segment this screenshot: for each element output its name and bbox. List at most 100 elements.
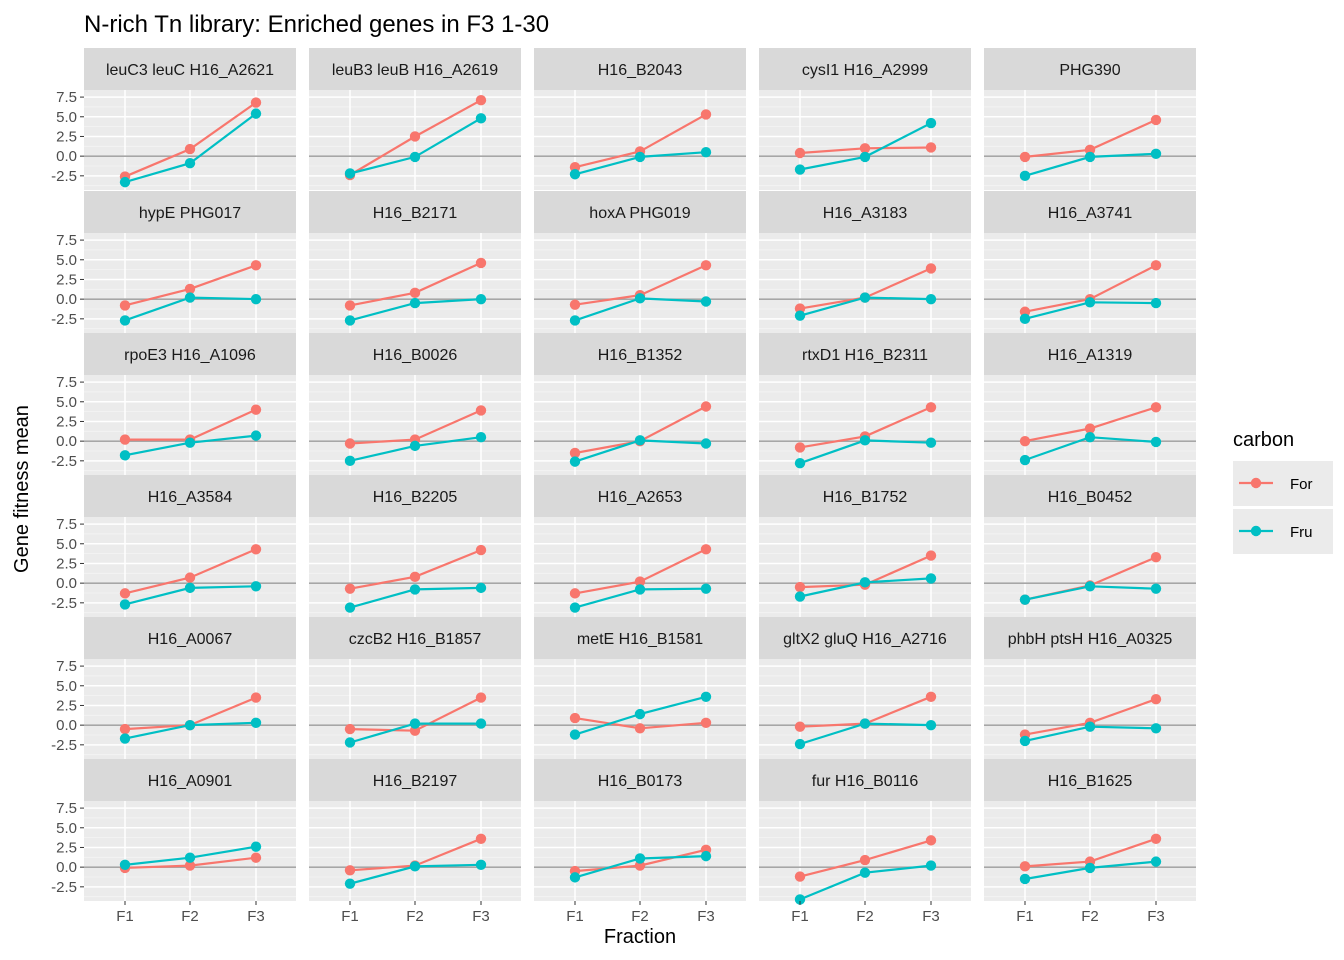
- panel: H16_B1752: [759, 475, 971, 617]
- data-point-for: [634, 576, 646, 587]
- data-point-fru: [344, 602, 356, 613]
- strip-label: gltX2 gluQ H16_A2716: [783, 631, 947, 648]
- data-point-fru: [1150, 856, 1162, 867]
- y-axis: 7.5 5.0 2.5 0.0 -2.5: [51, 800, 84, 896]
- data-point-fru: [700, 691, 712, 702]
- data-point-for: [794, 871, 806, 882]
- strip-background: [309, 759, 521, 801]
- strip-background: [984, 617, 1196, 659]
- data-point-fru: [859, 435, 871, 446]
- y-tick-label: 7.5: [56, 658, 77, 675]
- data-point-for: [184, 143, 196, 155]
- strip-label: H16_A3741: [1048, 205, 1133, 222]
- data-point-fru: [119, 315, 131, 326]
- x-axis: F1 F2 F3: [791, 901, 940, 925]
- y-tick-label: -2.5: [51, 311, 77, 328]
- data-point-fru: [634, 151, 646, 163]
- data-point-fru: [344, 168, 356, 179]
- x-tick-label: F3: [472, 908, 490, 925]
- data-point-for: [1150, 402, 1162, 413]
- panel: PHG390: [984, 48, 1196, 190]
- strip-background: [984, 759, 1196, 801]
- data-point-fru: [1150, 583, 1162, 594]
- strip-background: [84, 333, 296, 375]
- panel: H16_A3584: [84, 475, 296, 617]
- data-point-for: [1019, 151, 1031, 163]
- data-point-fru: [250, 841, 262, 852]
- x-tick-label: F3: [1147, 908, 1165, 925]
- data-point-for: [119, 300, 131, 311]
- x-tick-label: F2: [856, 908, 874, 925]
- data-point-fru: [184, 852, 196, 863]
- data-point-for: [700, 109, 712, 120]
- strip-background: [759, 475, 971, 517]
- data-point-fru: [925, 437, 937, 448]
- y-tick-label: -2.5: [51, 453, 77, 470]
- data-point-for: [344, 723, 356, 735]
- data-point-fru: [250, 293, 262, 305]
- data-point-for: [475, 257, 487, 269]
- x-tick-label: F1: [791, 908, 809, 925]
- data-point-for: [569, 447, 581, 459]
- data-point-for: [1150, 551, 1162, 563]
- x-tick-label: F2: [1081, 908, 1099, 925]
- data-point-fru: [1019, 735, 1031, 747]
- y-axis: 7.5 5.0 2.5 0.0 -2.5: [51, 89, 84, 185]
- x-tick-label: F3: [247, 908, 265, 925]
- data-point-fru: [925, 293, 937, 305]
- data-point-fru: [1084, 151, 1096, 163]
- data-point-for: [409, 571, 421, 583]
- strip-background: [759, 759, 971, 801]
- data-point-for: [700, 401, 712, 412]
- strip-label: H16_B2043: [598, 62, 683, 79]
- data-point-for: [794, 721, 806, 732]
- strip-label: H16_A3183: [823, 205, 908, 222]
- data-point-fru: [119, 599, 131, 610]
- data-point-for: [859, 143, 871, 154]
- data-point-fru: [794, 591, 806, 602]
- strip-background: [984, 191, 1196, 233]
- strip-background: [84, 617, 296, 659]
- data-point-fru: [250, 108, 262, 119]
- data-point-fru: [409, 584, 421, 595]
- data-point-for: [794, 581, 806, 593]
- data-point-fru: [475, 718, 487, 729]
- strip-label: metE H16_B1581: [577, 631, 703, 648]
- panel: H16_B0452: [984, 475, 1196, 617]
- data-point-for: [794, 147, 806, 159]
- data-point-fru: [634, 853, 646, 864]
- x-axis-title: Fraction: [604, 926, 676, 948]
- data-point-fru: [184, 158, 196, 169]
- data-point-for: [475, 95, 487, 106]
- data-point-fru: [1150, 297, 1162, 309]
- strip-label: H16_B0452: [1048, 489, 1133, 506]
- strip-background: [534, 333, 746, 375]
- data-point-fru: [700, 296, 712, 307]
- panel: leuC3 leuC H16_A2621: [84, 48, 296, 190]
- strip-label: czcB2 H16_B1857: [349, 631, 482, 648]
- y-tick-label: 2.5: [56, 555, 77, 572]
- data-point-for: [409, 131, 421, 142]
- strip-label: rtxD1 H16_B2311: [802, 347, 928, 364]
- data-point-fru: [184, 719, 196, 731]
- y-tick-label: 5.0: [56, 536, 77, 553]
- data-point-fru: [1084, 297, 1096, 308]
- strip-label: phbH ptsH H16_A0325: [1008, 631, 1173, 648]
- y-tick-label: 2.5: [56, 697, 77, 714]
- y-tick-label: 2.5: [56, 128, 77, 145]
- legend-point-fru: [1250, 525, 1262, 537]
- strip-background: [309, 475, 521, 517]
- data-point-fru: [1150, 436, 1162, 448]
- data-point-for: [475, 544, 487, 556]
- data-point-for: [925, 263, 937, 274]
- data-point-fru: [119, 450, 131, 461]
- strip-background: [984, 475, 1196, 517]
- data-point-fru: [794, 738, 806, 750]
- data-point-fru: [700, 850, 712, 862]
- data-point-for: [250, 852, 262, 863]
- panel: hypE PHG017: [84, 191, 296, 333]
- panel: rpoE3 H16_A1096: [84, 333, 296, 475]
- strip-background: [759, 48, 971, 90]
- data-point-fru: [475, 582, 487, 594]
